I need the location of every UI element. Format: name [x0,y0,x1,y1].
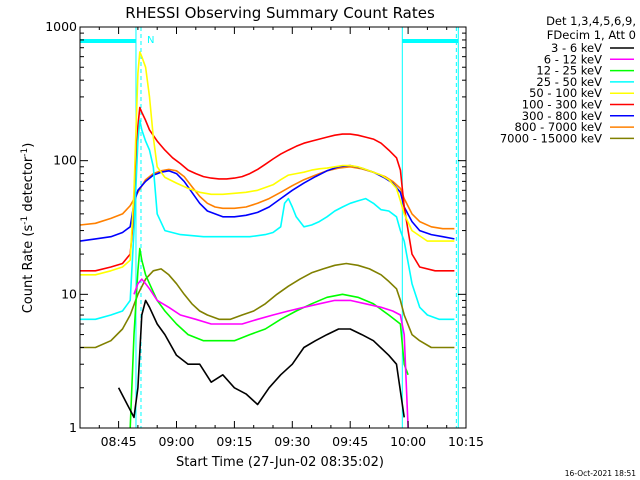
series-layer [79,51,455,429]
legend-label-1: 6 - 12 keV [544,52,602,66]
legend-label-8: 7000 - 15000 keV [500,131,602,145]
legend-label-4: 50 - 100 keV [529,86,602,100]
y-axis-label-prefix: Count Rate (s [21,225,36,314]
x-tick-label-0: 08:45 [101,434,137,449]
legend-label-7: 800 - 7000 keV [514,120,602,134]
legend: Det 1,3,4,5,6,9, FDecim 1, Att 0 3 - 6 k… [500,14,636,145]
legend-header-line-1: Det 1,3,4,5,6,9, [546,14,636,28]
legend-label-2: 12 - 25 keV [536,64,602,78]
flag-label: N [147,35,154,46]
y-tick-label-2: 100 [53,153,77,168]
legend-label-0: 3 - 6 keV [551,41,602,55]
series-line-5 [80,106,455,272]
footer-date: 16-Oct-2021 18:51 [565,469,636,478]
series-line-0 [117,299,405,419]
y-tick-label-1: 10 [61,286,77,301]
y-tick-label-3: 1000 [45,19,77,34]
y-axis-ticks: 1 10 100 1000 [45,19,466,435]
series-line-1 [133,278,409,429]
y-axis-label-suffix: ) [21,143,36,148]
legend-header-line-2: FDecim 1, Att 0 [547,28,636,42]
y-axis-label: Count Rate (s-1 detector-1) [20,143,36,314]
x-tick-label-4: 09:45 [332,434,368,449]
y-axis-label-mid: detector [21,156,36,216]
series-line-4 [80,51,455,276]
series-line-8 [80,262,455,349]
x-tick-label-3: 09:30 [274,434,310,449]
series-line-7 [79,166,455,230]
x-axis-label: Start Time (27-Jun-02 08:35:02) [176,455,384,470]
x-tick-label-1: 09:00 [158,434,194,449]
series-line-3 [80,119,455,321]
x-tick-label-2: 09:15 [216,434,252,449]
y-tick-label-0: 1 [69,420,77,435]
legend-label-6: 300 - 800 keV [522,109,602,123]
x-tick-label-6: 10:15 [448,434,484,449]
y-axis-label-sup2: -1 [20,148,30,157]
chart-title: RHESSI Observing Summary Count Rates [125,4,435,22]
flag-layer: N [147,35,154,46]
x-tick-label-5: 10:00 [390,434,426,449]
legend-label-5: 100 - 300 keV [522,98,602,112]
legend-label-3: 25 - 50 keV [536,75,602,89]
y-axis-label-sup: -1 [20,216,30,225]
series-line-2 [129,247,409,429]
x-axis-ticks: 08:45 09:00 09:15 09:30 09:45 10:00 10:15 [79,27,484,449]
